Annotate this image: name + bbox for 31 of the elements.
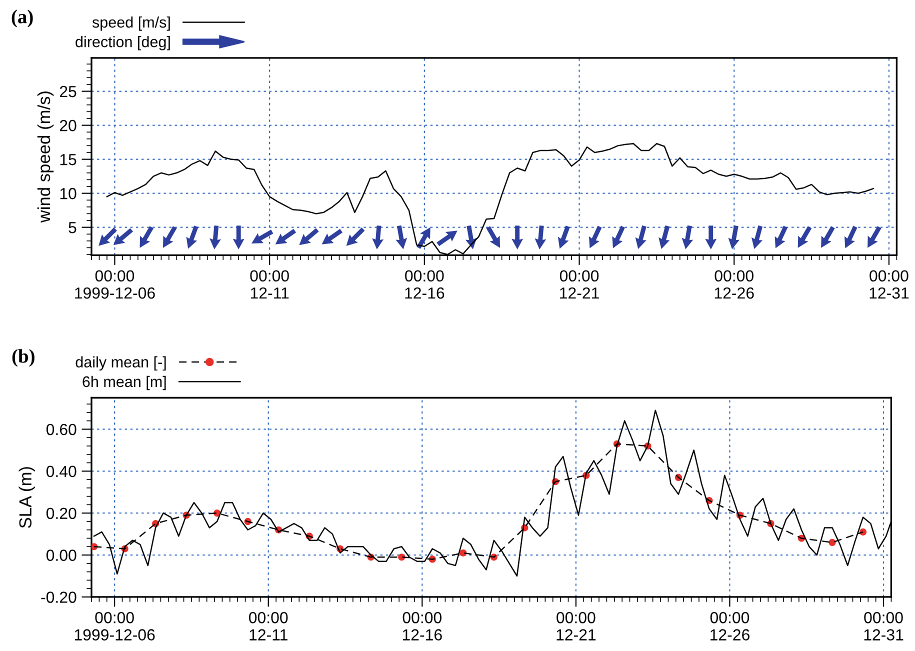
- x-tick-label: 00:00 12-21: [556, 612, 596, 640]
- y-axis-title: SLA (m): [18, 467, 35, 528]
- x-tick-label: 00:00 12-16: [405, 270, 444, 299]
- y-tick-label: 10: [60, 188, 76, 200]
- y-tick-label: 25: [60, 86, 76, 98]
- y-tick-label: 0.60: [46, 424, 76, 436]
- y-tick-label: 15: [60, 154, 76, 166]
- x-tick-label: 00:00 12-31: [864, 612, 904, 640]
- x-tick-label: 00:00 12-31: [870, 270, 909, 299]
- y-tick-label: 0.00: [46, 550, 76, 561]
- x-tick-label: 00:00 12-11: [250, 270, 289, 299]
- chart-title: (a): [12, 10, 33, 28]
- x-tick-label: 00:00 12-11: [249, 612, 288, 640]
- legend-label: daily mean [-]: [76, 356, 166, 371]
- legend-label: direction [deg]: [76, 36, 170, 50]
- y-tick-label: 0.20: [46, 508, 76, 520]
- legend-label: 6h mean [m]: [82, 376, 166, 390]
- legend-label: speed [m/s]: [92, 16, 170, 31]
- y-tick-label: 0.40: [46, 466, 76, 478]
- x-tick-label: 00:00 1999-12-06: [74, 612, 155, 640]
- x-tick-label: 00:00 12-26: [714, 270, 754, 299]
- x-tick-label: 00:00 1999-12-06: [75, 270, 155, 299]
- chart-title: (b): [12, 349, 34, 367]
- y-tick-label: 20: [60, 120, 76, 132]
- x-tick-label: 00:00 12-16: [402, 612, 442, 640]
- y-tick-label: -0.20: [41, 592, 76, 603]
- y-axis-title: wind speed (m/s): [37, 92, 54, 223]
- y-tick-label: 5: [68, 222, 76, 234]
- x-tick-label: 00:00 12-26: [710, 612, 750, 640]
- point: [828, 538, 836, 546]
- x-tick-label: 00:00 12-21: [560, 270, 599, 299]
